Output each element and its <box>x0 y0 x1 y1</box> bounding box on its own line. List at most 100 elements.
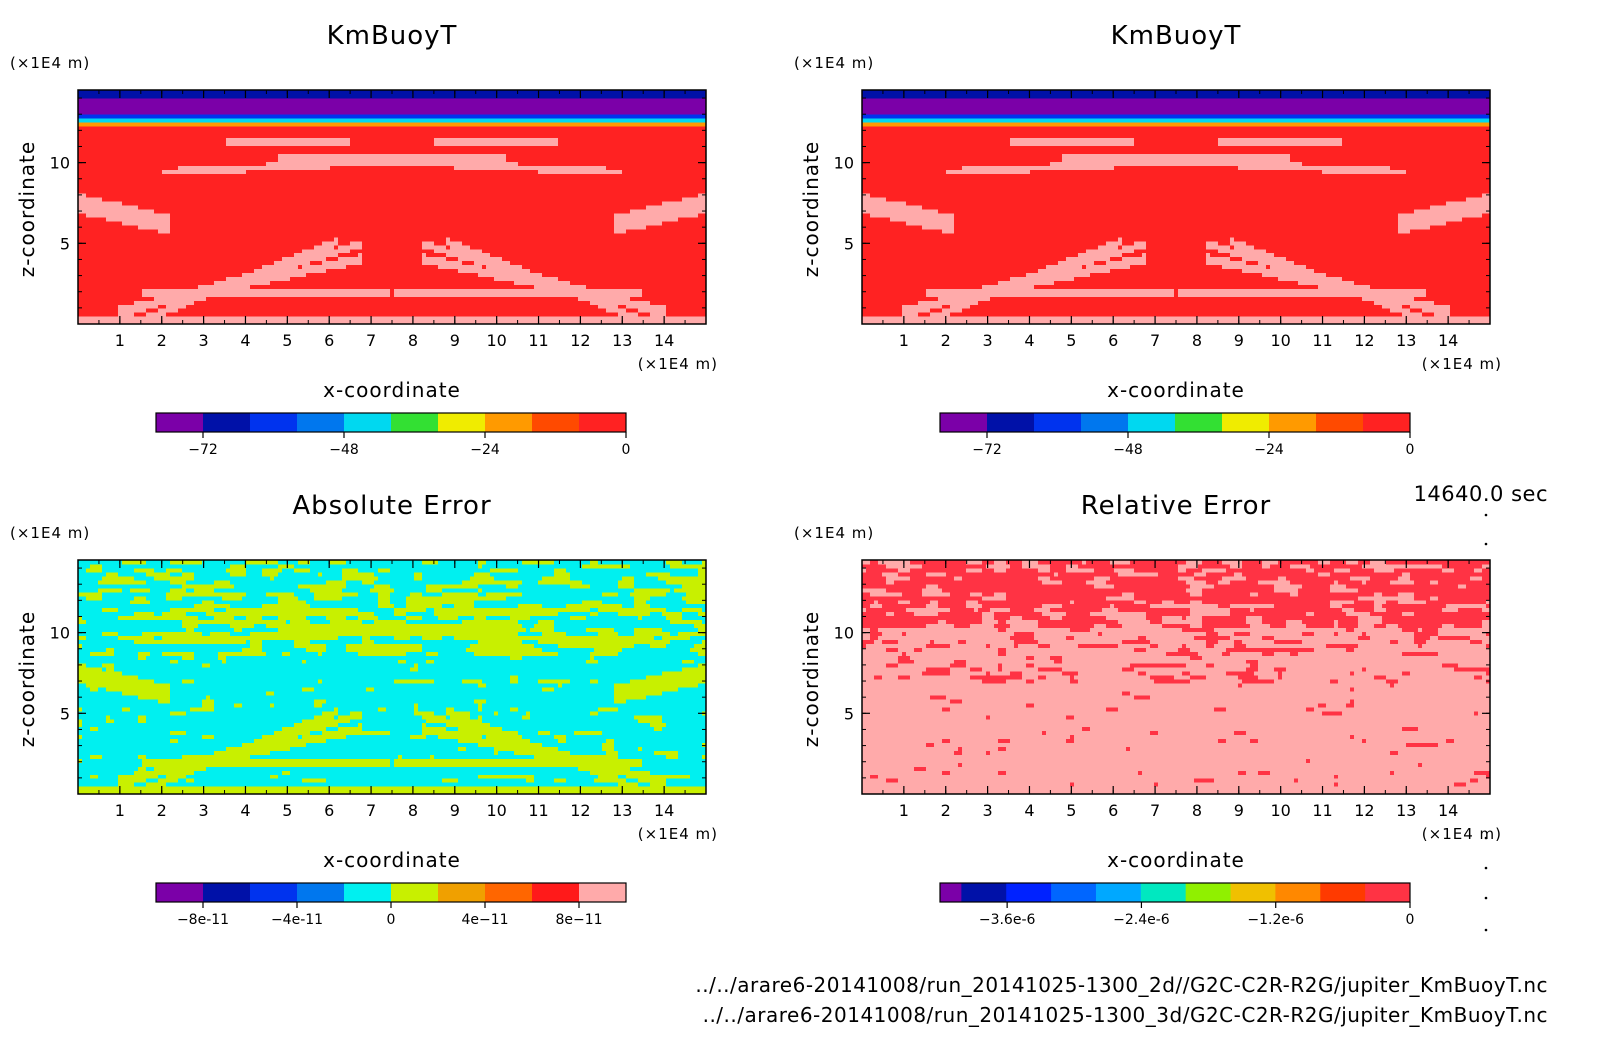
heatmap-cell <box>102 98 107 103</box>
heatmap-cell <box>98 316 103 321</box>
heatmap-cell <box>106 221 111 226</box>
heatmap-cell <box>86 304 91 309</box>
heatmap-cell <box>86 288 91 293</box>
heatmap-cell <box>102 268 107 273</box>
heatmap-cell <box>126 98 131 103</box>
heatmap-cell <box>98 114 103 119</box>
heatmap-cell <box>122 249 127 254</box>
heatmap-cell <box>126 102 131 107</box>
heatmap-cell <box>86 197 91 202</box>
heatmap-cell <box>126 146 131 151</box>
heatmap-cell <box>118 276 123 281</box>
heatmap-cell <box>118 142 123 147</box>
heatmap-cell <box>86 114 91 119</box>
heatmap-cell <box>102 249 107 254</box>
heatmap-cell <box>126 110 131 115</box>
heatmap-cell <box>86 134 91 139</box>
heatmap-cell <box>106 177 111 182</box>
heatmap-cell <box>114 221 119 226</box>
heatmap-cell <box>110 217 115 222</box>
heatmap-cell <box>118 173 123 178</box>
heatmap-cell <box>94 122 99 127</box>
heatmap-cell <box>102 149 107 154</box>
heatmap-cell <box>114 265 119 270</box>
heatmap-cell <box>102 122 107 127</box>
heatmap-cell <box>122 98 127 103</box>
heatmap-cell <box>106 134 111 139</box>
heatmap-cell <box>94 221 99 226</box>
heatmap-cell <box>126 312 131 317</box>
heatmap-cell <box>94 284 99 289</box>
heatmap-cell <box>82 110 87 115</box>
heatmap-cell <box>106 98 111 103</box>
heatmap-cell <box>106 229 111 234</box>
heatmap-cell <box>94 268 99 273</box>
heatmap-cell <box>86 149 91 154</box>
heatmap-cell <box>126 122 131 127</box>
heatmap-cell <box>106 205 111 210</box>
heatmap-cell <box>90 146 95 151</box>
heatmap-cell <box>98 181 103 186</box>
heatmap-cell <box>90 253 95 258</box>
heatmap-cell <box>94 98 99 103</box>
heatmap-cell <box>82 146 87 151</box>
heatmap-cell <box>110 94 115 99</box>
heatmap-cell <box>98 241 103 246</box>
heatmap-cell <box>102 229 107 234</box>
heatmap-cell <box>118 181 123 186</box>
heatmap-cell <box>118 185 123 190</box>
heatmap-cell <box>86 284 91 289</box>
heatmap-cell <box>82 193 87 198</box>
heatmap-cell <box>82 149 87 154</box>
heatmap-cell <box>94 300 99 305</box>
heatmap-cell <box>106 157 111 162</box>
heatmap-cell <box>94 233 99 238</box>
heatmap-cell <box>102 106 107 111</box>
heatmap-cell <box>102 233 107 238</box>
heatmap-cell <box>98 213 103 218</box>
heatmap-cell <box>98 205 103 210</box>
heatmap-cell <box>110 292 115 297</box>
heatmap-cell <box>122 157 127 162</box>
heatmap-cell <box>94 138 99 143</box>
heatmap-cell <box>102 201 107 206</box>
heatmap-cell <box>86 102 91 107</box>
heatmap-cell <box>114 237 119 242</box>
panel-1: KmBuoyT(×1E4 m)(×1E4 m)1 2 3 4 5 6 7 8 9 10 11 12 13… <box>10 21 718 458</box>
heatmap-cell <box>86 122 91 127</box>
heatmap-cell <box>90 257 95 262</box>
heatmap-cell <box>118 157 123 162</box>
heatmap-cell <box>86 261 91 266</box>
heatmap-cell <box>90 213 95 218</box>
heatmap-cell <box>90 157 95 162</box>
heatmap-cell <box>82 122 87 127</box>
heatmap-cell <box>114 134 119 139</box>
heatmap-cell <box>86 165 91 170</box>
heatmap-cell <box>82 98 87 103</box>
heatmap-cell <box>122 197 127 202</box>
heatmap-cell <box>98 292 103 297</box>
y-unit-label: (×1E4 m) <box>10 54 90 72</box>
heatmap-cell <box>102 181 107 186</box>
heatmap-cell <box>94 272 99 277</box>
heatmap-cell <box>82 102 87 107</box>
heatmap-cell <box>102 189 107 194</box>
heatmap-cell <box>110 110 115 115</box>
heatmap-cell <box>86 237 91 242</box>
heatmap-cell <box>90 142 95 147</box>
heatmap-cell <box>82 229 87 234</box>
heatmap-cell <box>82 114 87 119</box>
heatmap-cell <box>94 118 99 123</box>
heatmap-cell <box>98 304 103 309</box>
heatmap-cell <box>90 161 95 166</box>
heatmap-cell <box>94 126 99 131</box>
heatmap-cell <box>110 146 115 151</box>
heatmap-cell <box>90 205 95 210</box>
heatmap-cell <box>98 225 103 230</box>
heatmap-cell <box>86 225 91 230</box>
heatmap-cell <box>110 209 115 214</box>
heatmap-cell <box>110 157 115 162</box>
heatmap-cell <box>114 149 119 154</box>
heatmap-cell <box>94 189 99 194</box>
heatmap-cell <box>106 253 111 258</box>
